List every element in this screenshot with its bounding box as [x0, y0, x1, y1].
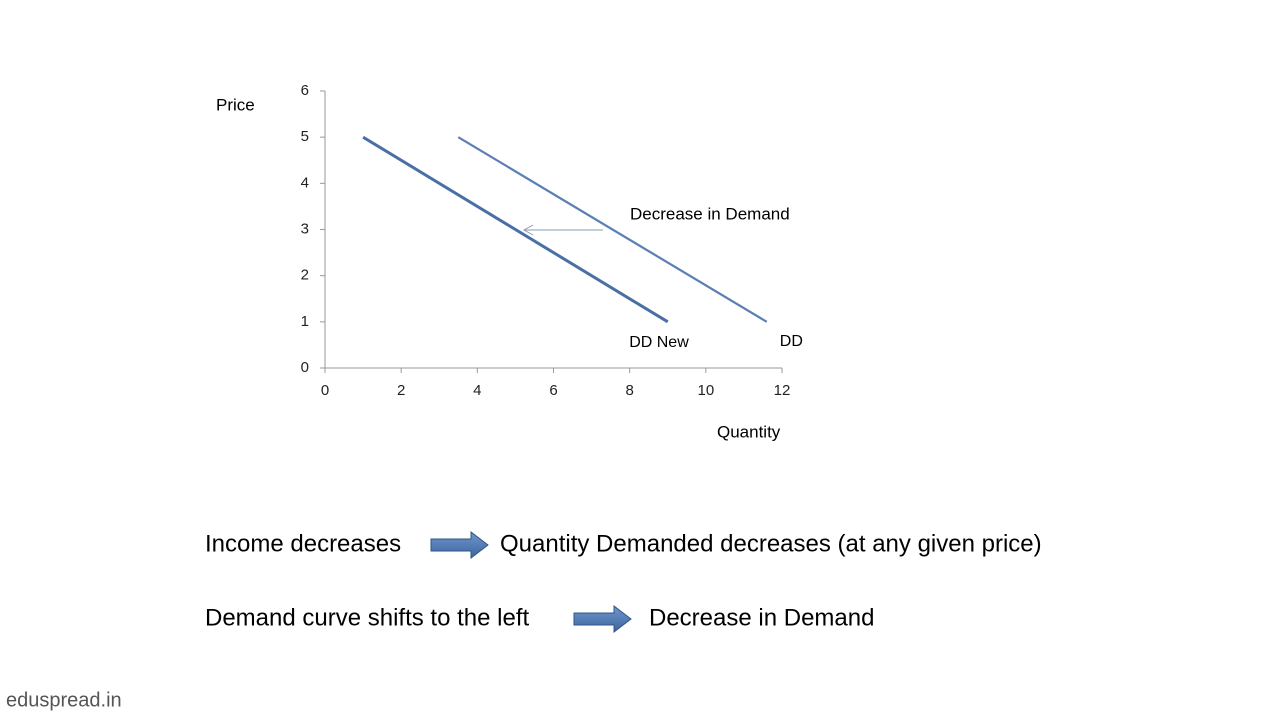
y-tick-label: 0: [301, 359, 309, 376]
x-tick-label: 8: [625, 382, 633, 399]
y-tick-label: 5: [301, 128, 309, 145]
y-tick-label: 2: [301, 267, 309, 284]
x-tick-label: 12: [774, 382, 791, 399]
block-arrow: [573, 604, 632, 634]
effect-text: Quantity Demanded decreases (at any give…: [500, 530, 1042, 557]
y-tick-label: 3: [301, 220, 309, 237]
x-tick-label: 2: [397, 382, 405, 399]
annotation: Decrease in Demand: [630, 204, 790, 223]
block-arrow: [430, 530, 489, 560]
y-tick-label: 4: [301, 174, 309, 191]
x-axis-label: Quantity: [717, 422, 781, 441]
effect-text: Decrease in Demand: [649, 604, 874, 631]
series-label: DD New: [629, 334, 689, 351]
shift-arrow: [522, 224, 603, 236]
x-tick-label: 0: [321, 382, 329, 399]
cause-text: Demand curve shifts to the left: [205, 604, 529, 631]
watermark: eduspread.in: [6, 689, 122, 711]
y-tick-label: 1: [301, 313, 309, 330]
x-tick-label: 6: [549, 382, 557, 399]
demand-line: [457, 136, 768, 323]
y-tick-label: 6: [301, 82, 309, 99]
cause-text: Income decreases: [205, 530, 401, 557]
y-axis-label: Price: [216, 95, 255, 114]
x-tick-label: 10: [697, 382, 714, 399]
demand-line: [362, 135, 669, 324]
x-tick-label: 4: [473, 382, 481, 399]
series-label: DD: [780, 333, 803, 350]
